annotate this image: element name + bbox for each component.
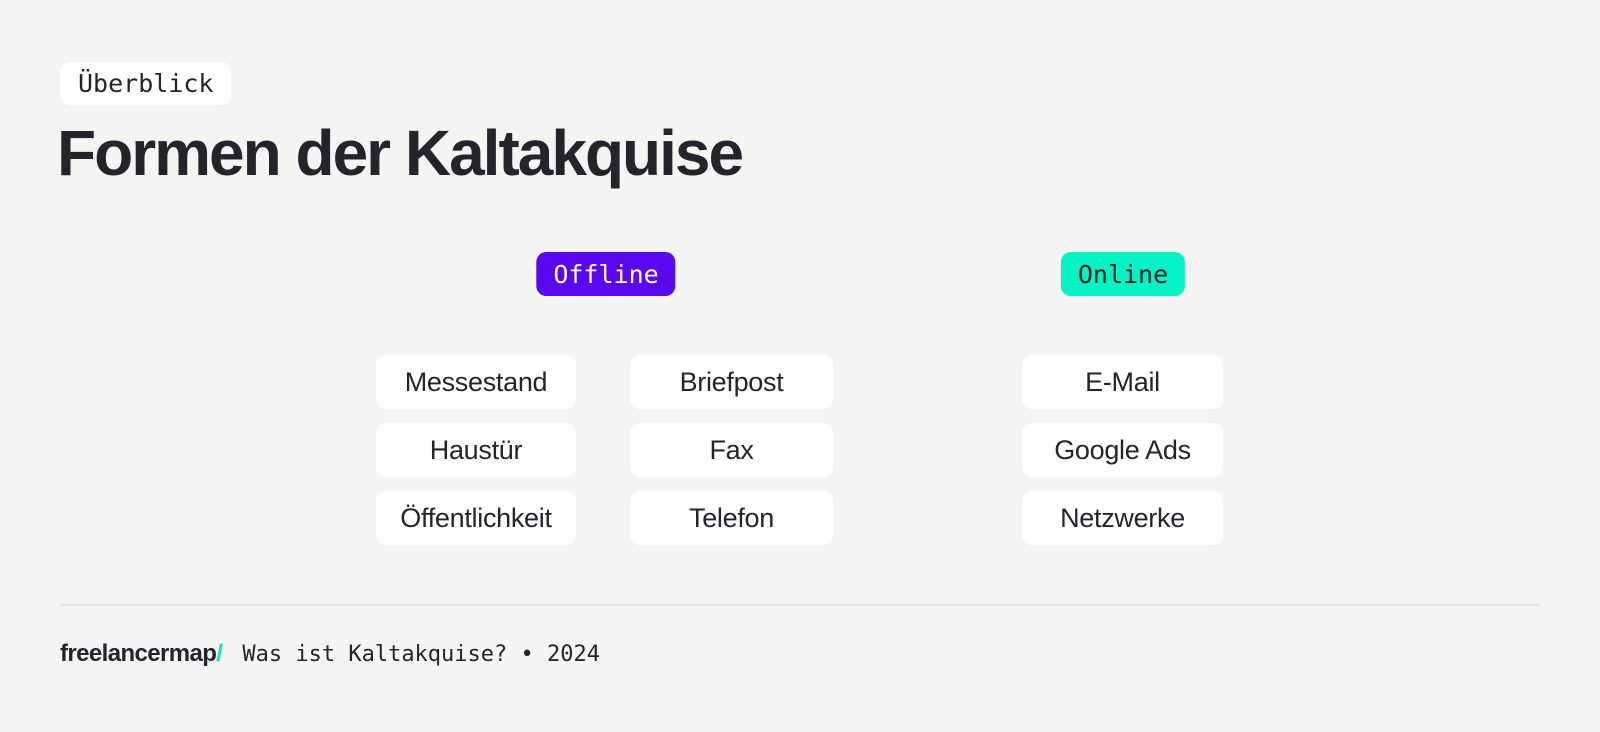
footer-divider [60, 604, 1540, 606]
offline-card-briefpost: Briefpost [630, 355, 833, 409]
offline-category-badge: Offline [536, 252, 676, 296]
online-category-badge: Online [1060, 252, 1186, 296]
online-cards-grid: E-Mail Google Ads Netzwerke [1022, 355, 1223, 545]
online-card-email: E-Mail [1022, 355, 1223, 409]
offline-card-oeffentlichkeit: Öffentlichkeit [376, 491, 576, 545]
offline-cards-grid: Messestand Briefpost Haustür Fax Öffentl… [376, 355, 833, 545]
freelancermap-logo: freelancermap/ [60, 640, 223, 668]
footer-caption: Was ist Kaltakquise? • 2024 [242, 642, 600, 667]
offline-card-fax: Fax [630, 423, 833, 477]
online-card-netzwerke: Netzwerke [1022, 491, 1223, 545]
overview-eyebrow-badge: Überblick [60, 62, 232, 105]
brand-slash-icon: / [216, 640, 223, 667]
offline-card-telefon: Telefon [630, 491, 833, 545]
page-title: Formen der Kaltakquise [57, 117, 744, 189]
online-card-google-ads: Google Ads [1022, 423, 1223, 477]
brand-wordmark: freelancermap [60, 640, 217, 667]
offline-card-messestand: Messestand [376, 355, 576, 409]
footer: freelancermap/ Was ist Kaltakquise? • 20… [60, 640, 600, 668]
offline-card-haustuer: Haustür [376, 423, 576, 477]
